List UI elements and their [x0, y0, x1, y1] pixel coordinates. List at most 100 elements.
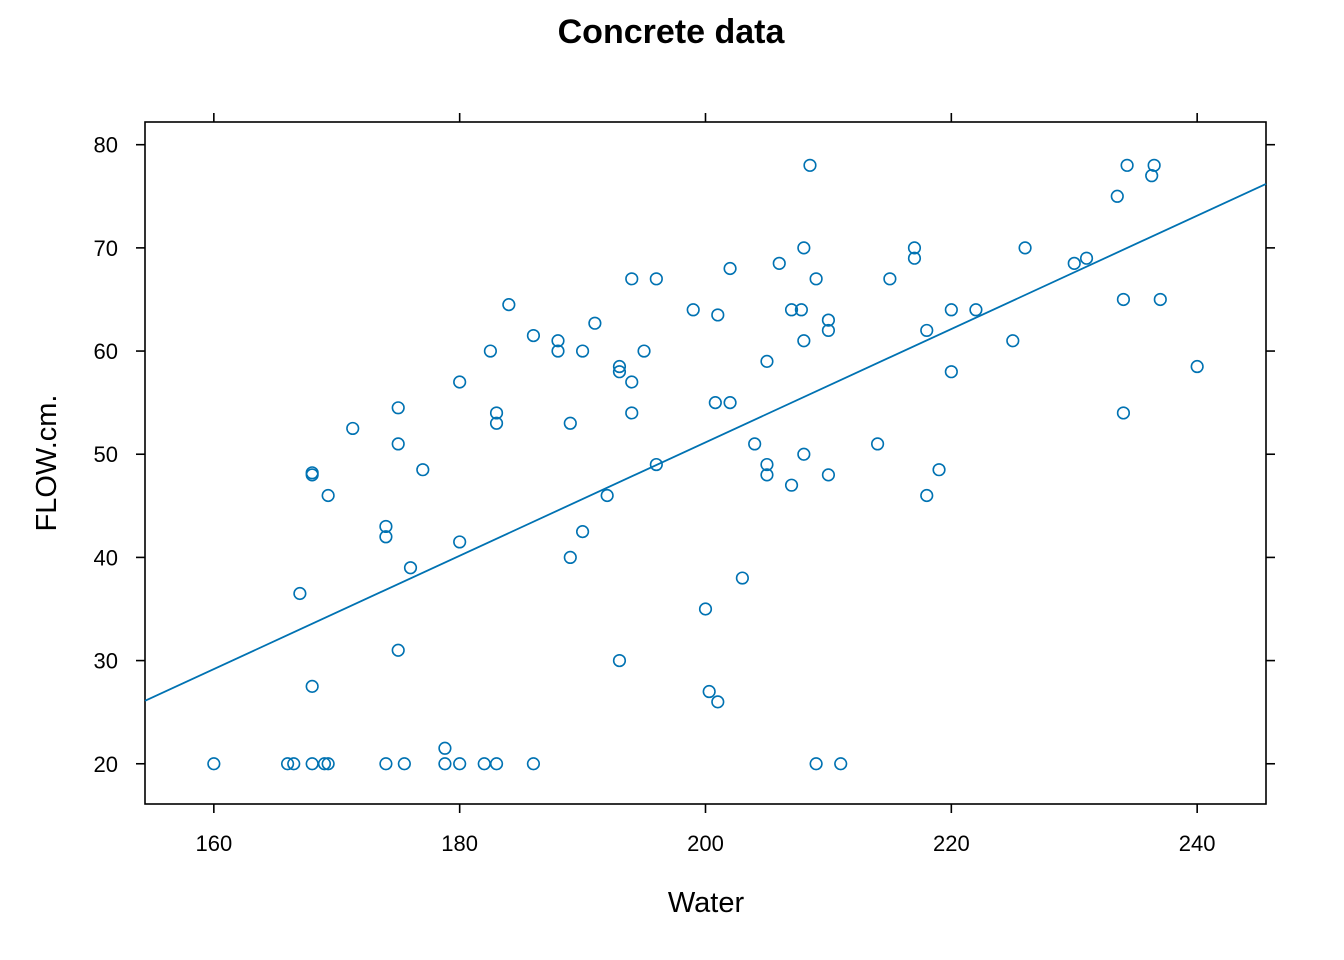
regression-line — [144, 183, 1267, 702]
y-tick-label: 80 — [94, 133, 118, 158]
data-point — [453, 757, 467, 771]
data-point — [379, 530, 393, 544]
data-point — [438, 741, 452, 755]
data-point — [784, 303, 799, 317]
data-point — [772, 256, 786, 270]
data-point — [944, 365, 958, 379]
data-point — [944, 303, 958, 317]
data-point — [969, 303, 983, 317]
y-tick-label: 60 — [94, 339, 118, 364]
y-tick-label: 70 — [94, 236, 118, 261]
data-point — [1147, 158, 1161, 172]
data-point — [794, 303, 808, 317]
data-point — [551, 334, 565, 348]
data-point — [649, 272, 663, 286]
data-point — [686, 303, 700, 317]
data-point — [391, 401, 405, 415]
data-point — [920, 323, 934, 338]
data-point — [551, 344, 565, 358]
y-tick-label: 20 — [94, 752, 118, 777]
data-point — [702, 684, 716, 699]
x-axis-title: Water — [668, 887, 745, 919]
data-point — [483, 344, 497, 358]
data-point — [723, 396, 737, 410]
data-point — [809, 757, 823, 771]
x-tick-label: 220 — [933, 831, 970, 856]
data-point — [723, 261, 737, 276]
data-point — [797, 241, 811, 255]
data-point — [797, 334, 811, 348]
data-point — [526, 757, 541, 771]
data-point — [821, 313, 836, 327]
data-point — [489, 406, 504, 420]
data-point — [760, 354, 774, 368]
data-point — [416, 463, 430, 477]
data-point — [317, 757, 332, 771]
data-point — [379, 757, 393, 771]
data-point — [379, 519, 393, 534]
data-point — [698, 602, 713, 616]
data-point — [207, 757, 221, 771]
data-point — [600, 488, 614, 503]
x-tick-label: 160 — [195, 831, 232, 856]
data-point — [1110, 189, 1124, 203]
data-point — [321, 757, 335, 771]
y-axis-title: FLOW.cm. — [31, 395, 63, 532]
data-point — [502, 298, 516, 312]
data-point — [834, 757, 848, 771]
data-point — [821, 323, 836, 338]
data-point — [708, 396, 722, 410]
data-point — [870, 437, 885, 451]
data-point — [907, 251, 922, 265]
data-point — [1116, 292, 1131, 307]
data-point — [526, 328, 541, 343]
data-point — [1120, 158, 1134, 172]
data-point — [625, 406, 639, 420]
data-point — [346, 421, 360, 436]
x-tick-label: 180 — [441, 831, 478, 856]
data-point — [391, 643, 405, 657]
data-point — [735, 571, 749, 585]
data-point — [1018, 241, 1032, 255]
data-point — [588, 316, 602, 330]
y-tick-label: 50 — [94, 442, 118, 467]
data-point — [280, 757, 295, 771]
data-point — [305, 679, 319, 693]
x-tick-label: 200 — [687, 831, 724, 856]
data-point — [1116, 406, 1131, 420]
data-point — [575, 525, 590, 539]
data-point — [453, 535, 467, 549]
data-point — [711, 695, 725, 709]
data-point — [612, 653, 627, 668]
data-point — [438, 757, 452, 771]
data-point — [760, 468, 774, 482]
data-point — [1067, 256, 1081, 270]
y-tick-label: 30 — [94, 649, 118, 674]
data-point — [809, 272, 823, 286]
data-point — [563, 550, 577, 565]
data-point — [293, 586, 307, 601]
data-point — [625, 272, 639, 286]
data-point — [305, 757, 319, 771]
data-point — [477, 757, 491, 771]
data-point — [803, 158, 817, 172]
data-point — [575, 344, 590, 358]
plot-frame — [144, 121, 1267, 805]
data-point — [305, 466, 319, 480]
y-tick-label: 40 — [94, 545, 118, 570]
data-point — [287, 757, 301, 771]
data-point — [489, 757, 504, 771]
data-point — [649, 457, 663, 472]
data-point — [397, 757, 411, 771]
data-point — [920, 488, 934, 503]
data-point — [403, 561, 418, 575]
data-point — [637, 344, 651, 358]
data-point — [1079, 251, 1094, 265]
data-point — [907, 241, 922, 255]
data-point — [489, 416, 504, 430]
data-point — [748, 437, 762, 451]
data-point — [563, 416, 577, 430]
data-point — [625, 375, 639, 389]
data-point — [1190, 359, 1204, 374]
